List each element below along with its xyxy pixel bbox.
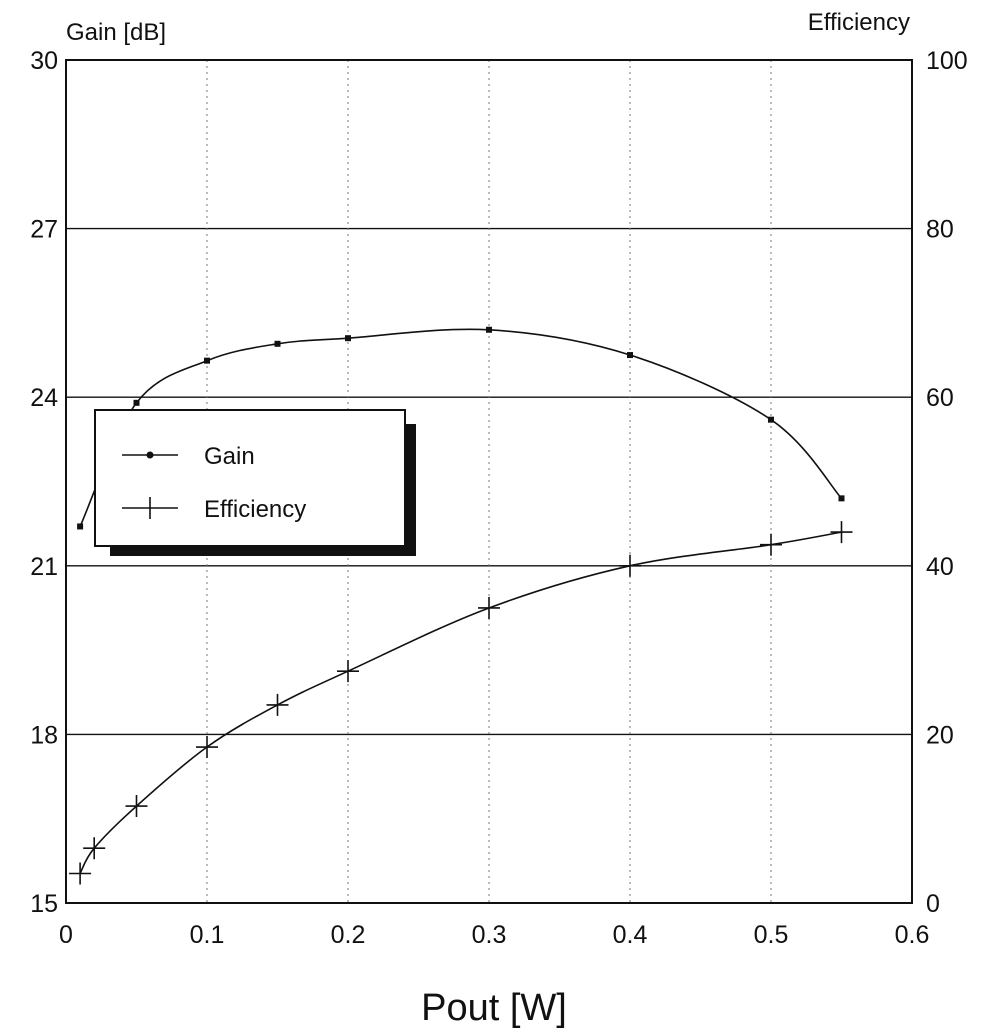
x-tick-label: 0.3 <box>472 921 507 949</box>
y-right-tick-label: 100 <box>926 47 968 75</box>
y-left-tick-label: 30 <box>30 47 58 75</box>
y-right-tick-label: 20 <box>926 721 954 749</box>
y-axis-left-title: Gain [dB] <box>66 19 166 46</box>
y-right-tick-label: 60 <box>926 384 954 412</box>
gain-point <box>77 523 83 529</box>
y-left-tick-label: 15 <box>30 890 58 918</box>
gain-point <box>345 335 351 341</box>
efficiency-point <box>831 521 853 543</box>
x-tick-label: 0.6 <box>895 921 930 949</box>
efficiency-point <box>69 862 91 884</box>
efficiency-point <box>337 660 359 682</box>
y-left-tick-label: 27 <box>30 216 58 244</box>
efficiency-point <box>478 597 500 619</box>
gain-point <box>134 400 140 406</box>
x-tick-label: 0.1 <box>190 921 225 949</box>
gain-point <box>486 327 492 333</box>
y-right-tick-label: 80 <box>926 216 954 244</box>
gain-point <box>275 341 281 347</box>
y-right-tick-label: 40 <box>926 553 954 581</box>
efficiency-point <box>267 694 289 716</box>
y-right-tick-label: 0 <box>926 890 940 918</box>
legend-efficiency-label: Efficiency <box>204 496 306 523</box>
x-axis-title: Pout [W] <box>421 987 567 1028</box>
efficiency-point <box>760 534 782 556</box>
y-left-tick-label: 21 <box>30 553 58 581</box>
gain-point <box>839 495 845 501</box>
x-tick-label: 0.2 <box>331 921 366 949</box>
x-tick-label: 0.5 <box>754 921 789 949</box>
y-axis-right-title: Efficiency <box>808 9 910 36</box>
legend: Gain Efficiency <box>95 410 416 556</box>
x-tick-label: 0 <box>59 921 73 949</box>
y-left-tick-label: 24 <box>30 384 58 412</box>
legend-box <box>95 410 405 546</box>
legend-gain-marker <box>147 452 154 459</box>
legend-gain-label: Gain <box>204 443 255 470</box>
y-left-tick-label: 18 <box>30 721 58 749</box>
gain-point <box>204 358 210 364</box>
efficiency-line <box>80 532 841 873</box>
gain-point <box>627 352 633 358</box>
efficiency-point <box>196 736 218 758</box>
x-tick-label: 0.4 <box>613 921 648 949</box>
efficiency-point <box>619 555 641 577</box>
gain-point <box>768 417 774 423</box>
